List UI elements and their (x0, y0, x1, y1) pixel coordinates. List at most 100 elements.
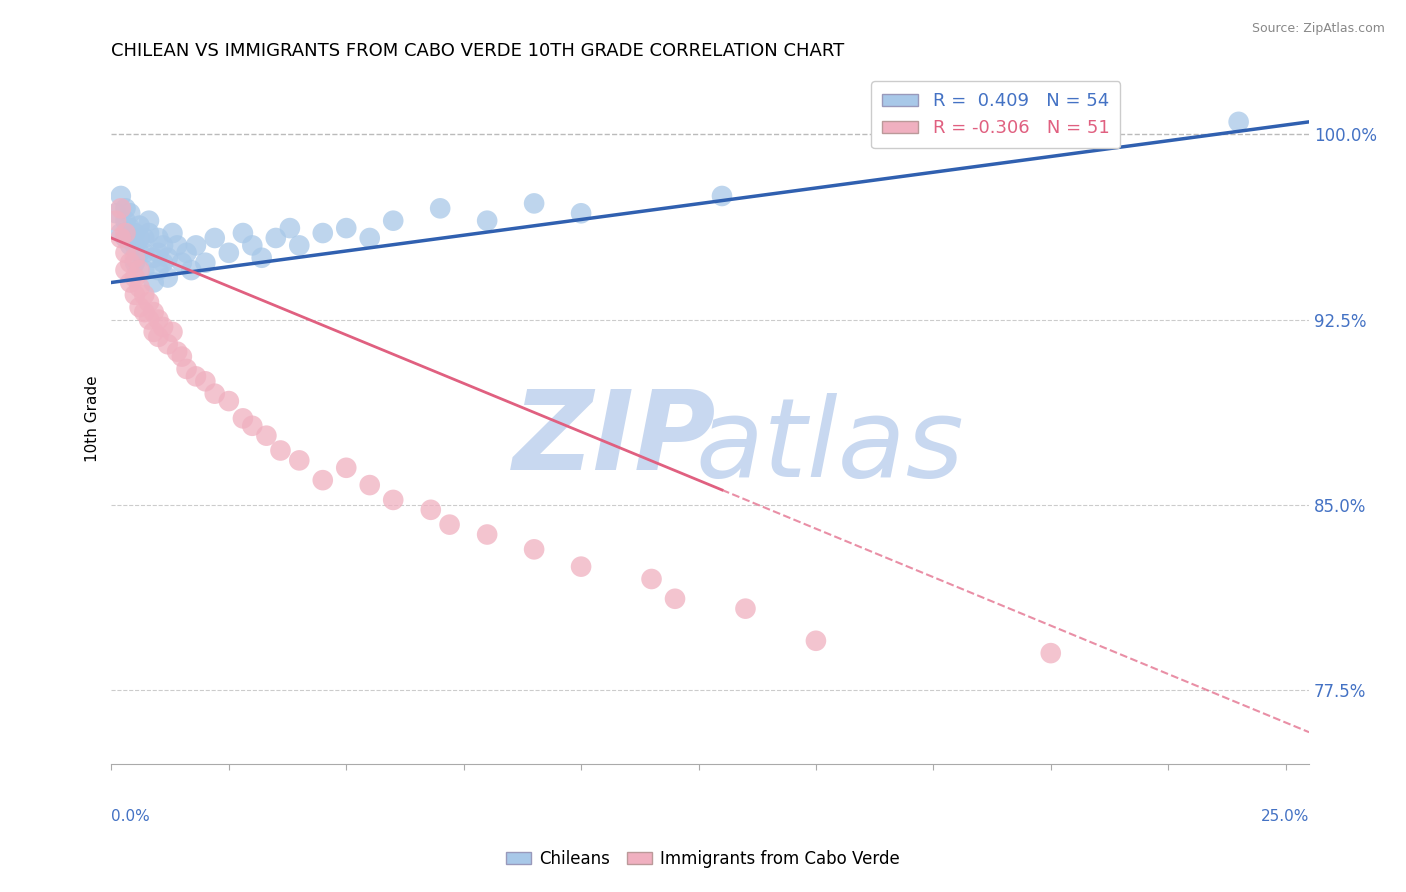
Point (124, 288, 146, 302)
Point (128, 231, 150, 245)
Point (114, 245, 136, 260)
Point (128, 263, 150, 277)
Point (232, 411, 254, 425)
Point (120, 221, 142, 235)
Point (114, 202, 136, 216)
Point (128, 300, 150, 314)
Point (429, 202, 451, 216)
Point (138, 226, 160, 240)
Point (124, 256, 146, 270)
Point (264, 231, 287, 245)
Point (170, 256, 193, 270)
Point (250, 251, 273, 265)
Point (142, 325, 165, 339)
Point (134, 288, 156, 302)
Point (194, 256, 217, 270)
Point (359, 478, 381, 492)
Point (640, 572, 662, 586)
Point (166, 238, 188, 252)
Point (156, 270, 179, 285)
Point (194, 374, 217, 388)
Text: CHILEAN VS IMMIGRANTS FROM CABO VERDE 10TH GRADE CORRELATION CHART: CHILEAN VS IMMIGRANTS FROM CABO VERDE 10… (111, 42, 845, 60)
Point (166, 344, 188, 359)
Point (288, 453, 311, 467)
Legend: R =  0.409   N = 54, R = -0.306   N = 51: R = 0.409 N = 54, R = -0.306 N = 51 (872, 81, 1121, 148)
Point (523, 542, 546, 557)
Legend: Chileans, Immigrants from Cabo Verde: Chileans, Immigrants from Cabo Verde (499, 844, 907, 875)
Point (148, 330, 170, 344)
Point (134, 263, 156, 277)
Point (269, 443, 291, 458)
Point (124, 251, 146, 265)
Point (148, 231, 170, 245)
Point (804, 633, 827, 648)
Point (664, 591, 686, 606)
Point (156, 251, 179, 265)
Point (128, 280, 150, 294)
Point (523, 196, 546, 211)
Point (218, 394, 240, 409)
Point (124, 270, 146, 285)
Point (110, 226, 132, 240)
Point (204, 386, 226, 401)
Point (218, 245, 240, 260)
Point (148, 312, 170, 326)
Point (475, 527, 498, 541)
Point (110, 202, 132, 216)
Point (419, 503, 441, 517)
Point (110, 231, 132, 245)
Point (254, 428, 277, 442)
Text: ZIP: ZIP (513, 385, 716, 492)
Point (335, 221, 357, 235)
Point (120, 256, 142, 270)
Y-axis label: 10th Grade: 10th Grade (86, 375, 100, 462)
Point (114, 231, 136, 245)
Point (569, 206, 592, 220)
Point (382, 213, 405, 227)
Point (142, 305, 165, 319)
Point (114, 263, 136, 277)
Point (240, 238, 263, 252)
Point (124, 226, 146, 240)
Point (138, 312, 160, 326)
Point (204, 231, 226, 245)
Text: 0.0%: 0.0% (111, 809, 150, 824)
Point (312, 226, 335, 240)
Point (148, 263, 170, 277)
Point (176, 362, 198, 376)
Text: atlas: atlas (696, 392, 965, 500)
Point (278, 221, 301, 235)
Point (124, 238, 146, 252)
Point (120, 276, 142, 290)
Point (105, 213, 128, 227)
Text: Source: ZipAtlas.com: Source: ZipAtlas.com (1251, 22, 1385, 36)
Point (335, 460, 357, 475)
Point (1227, 115, 1250, 129)
Point (288, 238, 311, 252)
Point (142, 251, 165, 265)
Point (120, 238, 142, 252)
Point (569, 559, 592, 574)
Point (114, 226, 136, 240)
Point (138, 295, 160, 310)
Point (105, 206, 128, 220)
Point (148, 245, 170, 260)
Point (138, 213, 160, 227)
Point (382, 492, 405, 507)
Point (734, 601, 756, 615)
Point (1039, 646, 1062, 660)
Point (114, 213, 136, 227)
Point (240, 418, 263, 433)
Point (120, 206, 142, 220)
Point (142, 276, 165, 290)
Point (134, 305, 156, 319)
Point (134, 245, 156, 260)
Point (359, 231, 381, 245)
Point (170, 350, 193, 364)
Point (312, 473, 335, 487)
Point (162, 325, 184, 339)
Point (152, 256, 174, 270)
Point (134, 231, 156, 245)
Point (152, 238, 174, 252)
Point (128, 245, 150, 260)
